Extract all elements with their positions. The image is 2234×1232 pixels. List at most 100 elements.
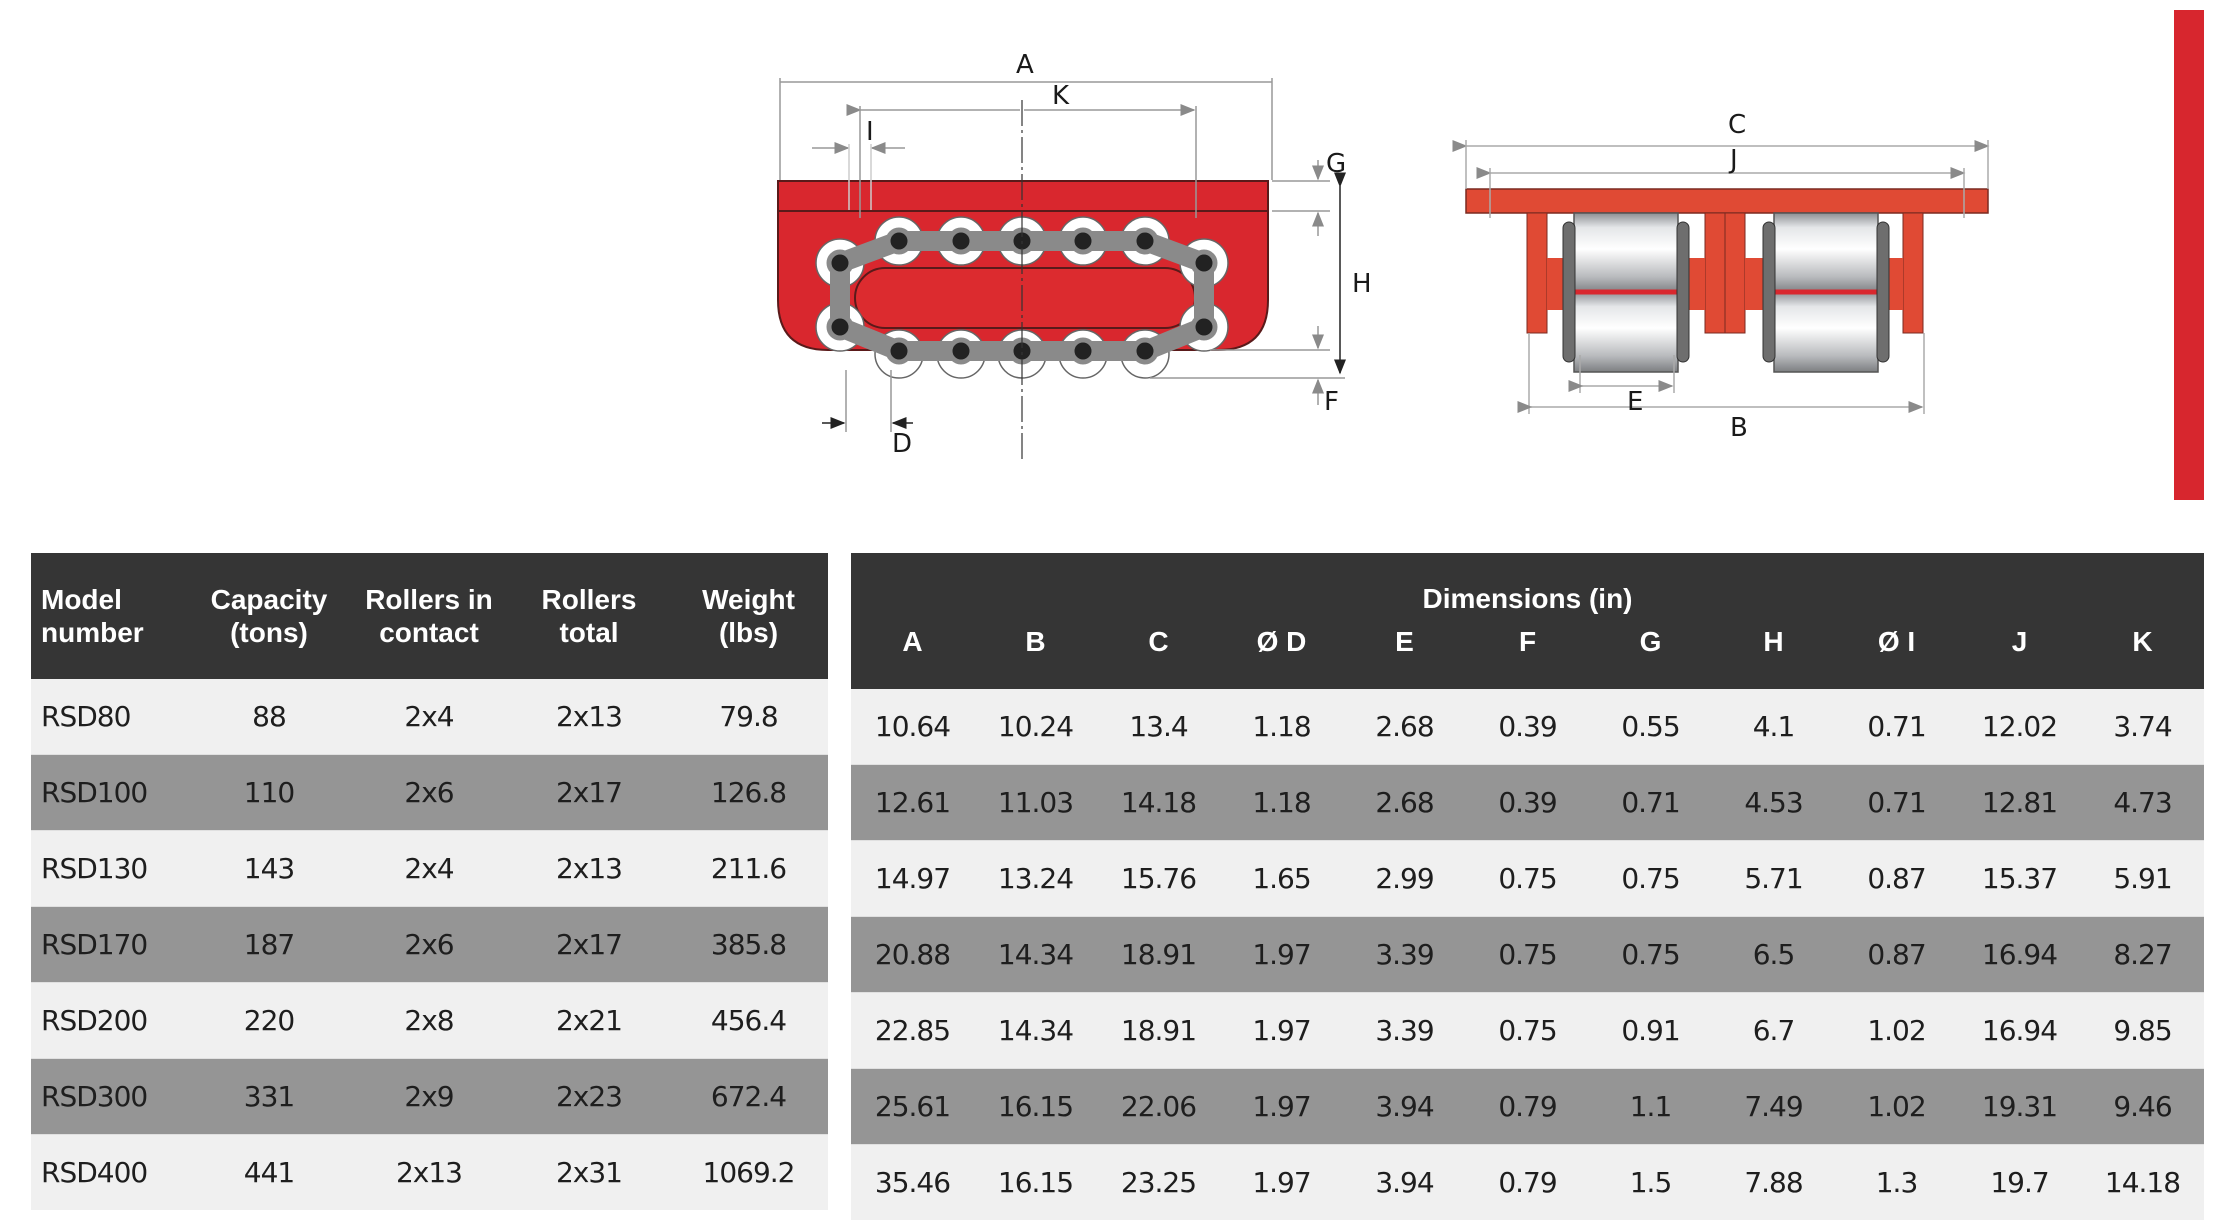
header-dim-1: B bbox=[974, 619, 1097, 689]
cell-weight: 126.8 bbox=[669, 754, 828, 831]
cell-dim-f: 0.75 bbox=[1466, 916, 1589, 993]
cell-capacity: 110 bbox=[189, 754, 349, 831]
cell-dim-b: 16.15 bbox=[974, 1068, 1097, 1145]
cell-dim-a: 22.85 bbox=[851, 992, 974, 1069]
cell-dim-i: 1.3 bbox=[1835, 1144, 1958, 1220]
cell-dim-c: 18.91 bbox=[1097, 916, 1220, 993]
table-row: RSD400 441 2x13 2x31 1069.2 bbox=[31, 1134, 828, 1210]
cell-dim-d: 1.97 bbox=[1220, 916, 1343, 993]
header-dim-0: A bbox=[851, 619, 974, 689]
cell-dim-h: 7.49 bbox=[1712, 1068, 1835, 1145]
cell-dim-i: 0.71 bbox=[1835, 764, 1958, 841]
cell-dim-a: 20.88 bbox=[851, 916, 974, 993]
cell-rollers-contact: 2x4 bbox=[349, 679, 509, 755]
dim-label-d: D bbox=[892, 429, 912, 459]
roller-skate-dimension-drawing: A K I G H F D bbox=[777, 50, 1990, 460]
cell-dim-g: 1.1 bbox=[1589, 1068, 1712, 1145]
cell-model: RSD300 bbox=[31, 1058, 189, 1135]
cell-rollers-total: 2x31 bbox=[509, 1134, 669, 1210]
cell-dim-c: 13.4 bbox=[1097, 689, 1220, 765]
dim-label-b: B bbox=[1730, 413, 1748, 443]
cell-dim-h: 6.7 bbox=[1712, 992, 1835, 1069]
table-row: 20.88 14.34 18.91 1.97 3.39 0.75 0.75 6.5 0.87 16… bbox=[851, 916, 2204, 993]
cell-dim-d: 1.97 bbox=[1220, 1068, 1343, 1145]
cell-dim-e: 3.94 bbox=[1343, 1068, 1466, 1145]
cell-rollers-total: 2x17 bbox=[509, 906, 669, 983]
header-model-number: Model number bbox=[31, 553, 189, 679]
cell-dim-j: 19.7 bbox=[1958, 1144, 2081, 1220]
cell-model: RSD400 bbox=[31, 1134, 189, 1210]
table-row: 14.97 13.24 15.76 1.65 2.99 0.75 0.75 5.71 0.87 1… bbox=[851, 840, 2204, 917]
cell-dim-g: 1.5 bbox=[1589, 1144, 1712, 1220]
header-weight: Weight (lbs) bbox=[669, 553, 828, 679]
cell-weight: 672.4 bbox=[669, 1058, 828, 1135]
table-row: 22.85 14.34 18.91 1.97 3.39 0.75 0.91 6.7 1.02 16… bbox=[851, 992, 2204, 1069]
model-spec-table: Model number Capacity (tons) Rollers in con… bbox=[31, 553, 828, 1210]
cell-dim-g: 0.75 bbox=[1589, 916, 1712, 993]
cell-weight: 385.8 bbox=[669, 906, 828, 983]
cell-dim-d: 1.97 bbox=[1220, 1144, 1343, 1220]
cell-capacity: 187 bbox=[189, 906, 349, 983]
cell-dim-g: 0.91 bbox=[1589, 992, 1712, 1069]
header-dim-4: E bbox=[1343, 619, 1466, 689]
table-row: RSD100 110 2x6 2x17 126.8 bbox=[31, 754, 828, 831]
side-view-drawing: A K I G H F D bbox=[777, 50, 1372, 460]
cell-rollers-total: 2x13 bbox=[509, 679, 669, 755]
cell-dim-i: 1.02 bbox=[1835, 1068, 1958, 1145]
header-rollers-total: Rollers total bbox=[509, 553, 669, 679]
cell-dim-i: 1.02 bbox=[1835, 992, 1958, 1069]
dim-label-a: A bbox=[1016, 50, 1034, 80]
cell-dim-c: 18.91 bbox=[1097, 992, 1220, 1069]
table-row: RSD170 187 2x6 2x17 385.8 bbox=[31, 906, 828, 983]
cell-dim-e: 2.99 bbox=[1343, 840, 1466, 917]
cell-dim-c: 14.18 bbox=[1097, 764, 1220, 841]
cell-dim-f: 0.75 bbox=[1466, 992, 1589, 1069]
cell-rollers-contact: 2x6 bbox=[349, 906, 509, 983]
table-group-header-row: Dimensions (in) bbox=[851, 553, 2204, 619]
cell-dim-e: 3.39 bbox=[1343, 916, 1466, 993]
cell-dim-h: 4.1 bbox=[1712, 689, 1835, 765]
cell-dim-b: 14.34 bbox=[974, 916, 1097, 993]
cell-dim-f: 0.75 bbox=[1466, 840, 1589, 917]
header-dim-6: G bbox=[1589, 619, 1712, 689]
cell-dim-i: 0.71 bbox=[1835, 689, 1958, 765]
cell-capacity: 220 bbox=[189, 982, 349, 1059]
cell-dim-f: 0.39 bbox=[1466, 689, 1589, 765]
cell-dim-j: 16.94 bbox=[1958, 992, 2081, 1069]
cell-dim-h: 5.71 bbox=[1712, 840, 1835, 917]
cell-dim-b: 14.34 bbox=[974, 992, 1097, 1069]
cell-dim-d: 1.97 bbox=[1220, 992, 1343, 1069]
cell-dim-c: 15.76 bbox=[1097, 840, 1220, 917]
cell-model: RSD100 bbox=[31, 754, 189, 831]
header-dim-7: H bbox=[1712, 619, 1835, 689]
cell-weight: 211.6 bbox=[669, 830, 828, 907]
cell-rollers-total: 2x23 bbox=[509, 1058, 669, 1135]
cell-dim-g: 0.55 bbox=[1589, 689, 1712, 765]
cell-model: RSD200 bbox=[31, 982, 189, 1059]
cell-dim-c: 22.06 bbox=[1097, 1068, 1220, 1145]
cell-dim-k: 3.74 bbox=[2081, 689, 2204, 765]
header-dim-5: F bbox=[1466, 619, 1589, 689]
cell-dim-j: 15.37 bbox=[1958, 840, 2081, 917]
dim-label-g: G bbox=[1326, 149, 1346, 179]
cell-dim-f: 0.79 bbox=[1466, 1068, 1589, 1145]
cell-dim-j: 19.31 bbox=[1958, 1068, 2081, 1145]
header-dim-10: K bbox=[2081, 619, 2204, 689]
cell-dim-a: 25.61 bbox=[851, 1068, 974, 1145]
cell-model: RSD80 bbox=[31, 679, 189, 755]
cell-capacity: 331 bbox=[189, 1058, 349, 1135]
cell-dim-e: 2.68 bbox=[1343, 689, 1466, 765]
cell-rollers-total: 2x13 bbox=[509, 830, 669, 907]
dim-label-h: H bbox=[1352, 269, 1372, 299]
cell-dim-g: 0.75 bbox=[1589, 840, 1712, 917]
cell-dim-d: 1.18 bbox=[1220, 689, 1343, 765]
dim-label-e: E bbox=[1627, 387, 1643, 417]
cell-weight: 1069.2 bbox=[669, 1134, 828, 1210]
cell-dim-i: 0.87 bbox=[1835, 916, 1958, 993]
cell-rollers-contact: 2x4 bbox=[349, 830, 509, 907]
cell-dim-e: 2.68 bbox=[1343, 764, 1466, 841]
cell-rollers-total: 2x17 bbox=[509, 754, 669, 831]
cell-dim-j: 12.02 bbox=[1958, 689, 2081, 765]
end-view-drawing: C J E B bbox=[1452, 110, 1990, 443]
